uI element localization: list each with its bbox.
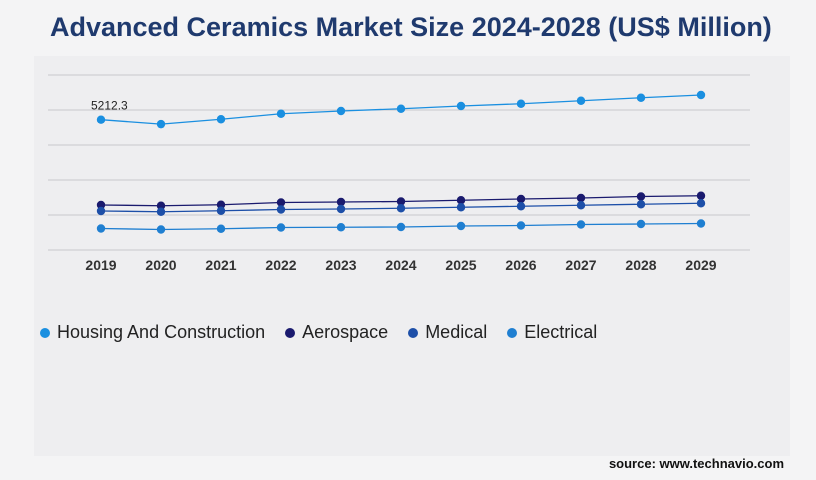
data-point <box>276 198 286 207</box>
legend-label-electrical: Electrical <box>524 322 598 342</box>
data-point <box>336 106 346 116</box>
data-point <box>576 201 586 210</box>
legend-label-medical: Medical <box>425 322 488 342</box>
data-point <box>276 223 286 232</box>
data-point <box>456 196 466 205</box>
chart-title: Advanced Ceramics Market Size 2024-2028 … <box>50 12 772 42</box>
data-point <box>216 115 226 124</box>
data-point <box>696 199 706 208</box>
data-point <box>576 220 586 229</box>
data-point <box>96 115 106 124</box>
data-point <box>156 119 166 129</box>
legend-marker-housing <box>40 327 50 338</box>
legend-label-aerospace: Aerospace <box>302 322 389 342</box>
data-point <box>336 223 346 232</box>
x-tick-label: 2027 <box>565 257 596 273</box>
source-note: source: www.technavio.com <box>608 456 784 471</box>
data-point <box>336 204 346 214</box>
data-point <box>216 224 226 233</box>
data-point <box>516 221 526 230</box>
x-tick-label: 2024 <box>385 257 416 273</box>
data-point <box>516 202 526 211</box>
data-point <box>156 207 166 216</box>
data-point <box>216 200 226 209</box>
data-point <box>456 221 466 231</box>
legend-item-electrical: Electrical <box>507 322 597 343</box>
data-point <box>636 93 646 102</box>
data-point <box>576 96 586 105</box>
x-tick-label: 2029 <box>685 257 716 273</box>
x-tick-label: 2028 <box>625 257 656 273</box>
x-tick-label: 2020 <box>145 257 176 273</box>
data-point <box>396 222 406 232</box>
legend-marker-aerospace <box>285 327 296 338</box>
data-point <box>96 200 106 210</box>
x-tick-label: 2026 <box>505 257 536 273</box>
x-tick-label: 2021 <box>205 257 236 273</box>
legend-item-housing: Housing And Construction <box>40 322 265 343</box>
legend-marker-medical <box>408 327 419 338</box>
data-point <box>156 201 166 210</box>
data-point <box>396 197 406 206</box>
legend-item-aerospace: Aerospace <box>285 322 388 343</box>
data-point <box>276 109 286 118</box>
data-point <box>696 191 706 200</box>
data-point <box>516 194 526 204</box>
x-tick-label: 2019 <box>85 257 116 273</box>
x-tick-label: 2022 <box>265 257 296 273</box>
data-point <box>696 90 706 100</box>
data-point <box>276 205 286 214</box>
legend: Housing And Construction Aerospace Medic… <box>40 322 617 343</box>
data-point <box>576 193 586 203</box>
data-point <box>636 192 646 201</box>
data-point <box>516 99 526 108</box>
data-point <box>336 197 346 207</box>
data-point <box>456 203 466 212</box>
data-point <box>636 200 646 209</box>
legend-item-medical: Medical <box>408 322 487 343</box>
x-tick-label: 2025 <box>445 257 476 273</box>
data-point <box>696 219 706 228</box>
data-point <box>396 104 406 113</box>
data-point <box>156 225 166 234</box>
data-label: 5212.3 <box>91 99 128 113</box>
legend-marker-electrical <box>507 327 518 338</box>
data-point <box>636 219 646 229</box>
data-point <box>96 224 106 233</box>
data-point <box>216 206 226 215</box>
data-point <box>396 204 406 213</box>
legend-label-housing: Housing And Construction <box>57 322 266 342</box>
x-tick-label: 2023 <box>325 257 356 273</box>
data-point <box>96 206 106 216</box>
data-point <box>456 101 466 111</box>
